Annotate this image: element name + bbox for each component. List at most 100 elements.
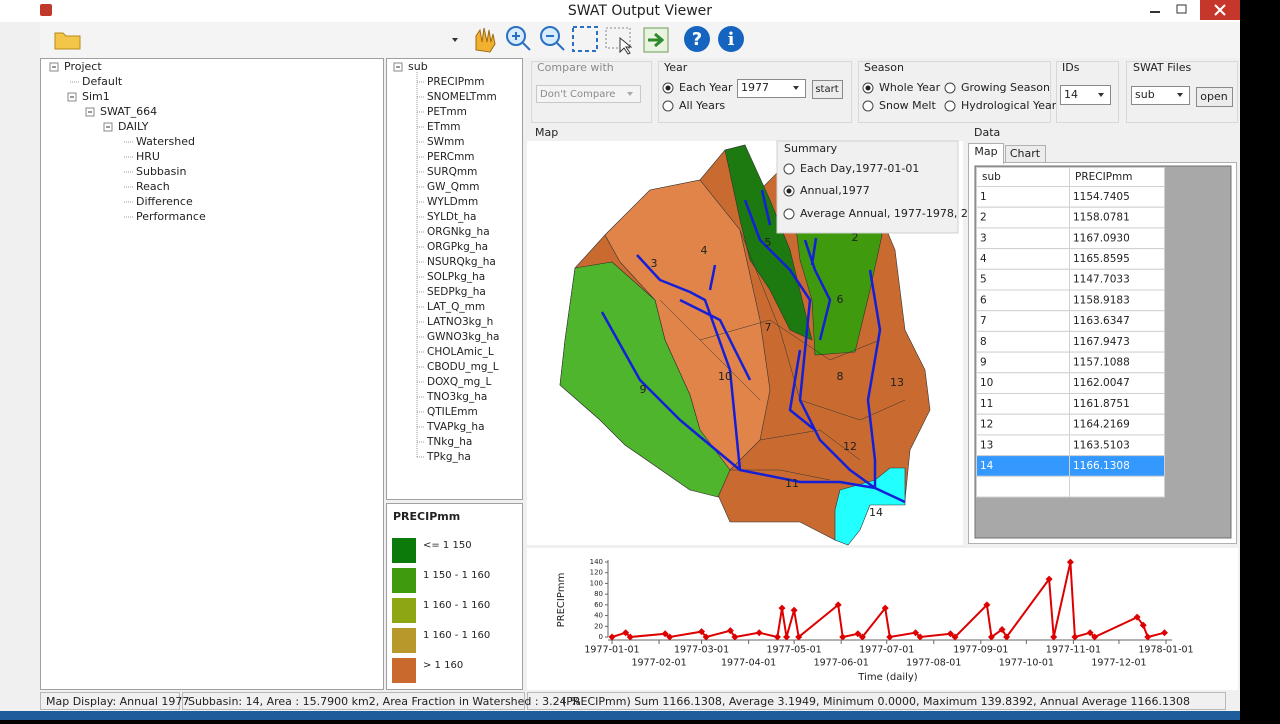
- variable-item[interactable]: ORGNkg_ha: [427, 226, 490, 238]
- table-cell[interactable]: [976, 330, 1070, 353]
- season-option[interactable]: Hydrological Year: [961, 99, 1057, 112]
- variable-item[interactable]: ETmm: [427, 121, 461, 133]
- variable-item[interactable]: GW_Qmm: [427, 181, 480, 193]
- legend-swatch: [392, 568, 416, 593]
- compare-select[interactable]: [536, 85, 641, 103]
- variable-item[interactable]: PRECIPmm: [427, 76, 484, 88]
- tree-item[interactable]: SWAT_664: [100, 105, 157, 118]
- variable-item[interactable]: LAT_Q_mm: [427, 301, 485, 313]
- table-cell-text: 1163.6347: [1073, 315, 1130, 327]
- season-option[interactable]: Growing Season: [961, 81, 1050, 94]
- summary-box: [776, 140, 959, 234]
- info-icon[interactable]: [718, 26, 744, 52]
- variable-item[interactable]: SYLDt_ha: [427, 211, 476, 223]
- tab-chart[interactable]: [1005, 145, 1046, 163]
- table-cell[interactable]: [976, 310, 1070, 332]
- help-icon[interactable]: [684, 26, 710, 52]
- restore[interactable]: [1176, 4, 1187, 14]
- select-cursor: [619, 36, 633, 55]
- tab-join: [969, 161, 1003, 164]
- variable-root[interactable]: sub: [408, 60, 428, 73]
- summary-option[interactable]: Each Day,1977-01-01: [800, 162, 919, 175]
- tree-item[interactable]: DAILY: [118, 120, 149, 133]
- tree-item[interactable]: Performance: [136, 210, 206, 223]
- year-option[interactable]: Each Year: [679, 81, 733, 94]
- variable-item[interactable]: QTILEmm: [427, 406, 478, 418]
- radio[interactable]: [783, 208, 795, 220]
- subbasin-selected[interactable]: [834, 467, 906, 546]
- tree-item[interactable]: Subbasin: [136, 165, 186, 178]
- radio[interactable]: [944, 100, 956, 112]
- x-tick-label: 1977-12-01: [1091, 658, 1146, 669]
- tree-item[interactable]: Difference: [136, 195, 193, 208]
- season-option[interactable]: Snow Melt: [879, 99, 936, 112]
- variable-item[interactable]: LATNO3kg_h: [427, 316, 493, 328]
- variable-item[interactable]: TVAPkg_ha: [426, 421, 485, 433]
- variable-item[interactable]: CBODU_mg_L: [427, 361, 499, 373]
- data-point: [1003, 633, 1011, 641]
- table-cell-text: 1165.8595: [1073, 253, 1130, 265]
- open-folder-icon[interactable]: [54, 32, 81, 50]
- table-cell[interactable]: [1069, 475, 1165, 498]
- pan-icon[interactable]: [475, 27, 496, 53]
- start-button[interactable]: [812, 80, 843, 99]
- table-cell[interactable]: [976, 227, 1070, 250]
- variable-item[interactable]: PETmm: [427, 106, 467, 118]
- table-cell[interactable]: [976, 268, 1070, 291]
- column-header: sub: [982, 171, 1001, 183]
- variable-item[interactable]: CHOLAmic_L: [427, 346, 494, 358]
- variable-item[interactable]: SEDPkg_ha: [427, 286, 486, 298]
- table-cell-text: 1158.9183: [1073, 294, 1130, 306]
- tree-item[interactable]: Watershed: [136, 135, 195, 148]
- table-cell[interactable]: [976, 475, 1070, 498]
- variable-item[interactable]: GWNO3kg_ha: [427, 331, 499, 343]
- tree-item[interactable]: Sim1: [82, 90, 110, 103]
- summary-option[interactable]: Annual,1977: [800, 184, 870, 197]
- variable-item[interactable]: WYLDmm: [427, 196, 478, 208]
- variable-item[interactable]: SWmm: [427, 136, 465, 148]
- season-option[interactable]: Whole Year: [879, 81, 941, 94]
- table-cell[interactable]: [976, 289, 1070, 312]
- variable-item[interactable]: TNO3kg_ha: [426, 391, 487, 403]
- zoom-extent-icon[interactable]: [572, 26, 598, 52]
- variable-item[interactable]: SOLPkg_ha: [427, 271, 485, 283]
- variable-item[interactable]: SNOMELTmm: [427, 91, 497, 103]
- variable-item[interactable]: TPkg_ha: [426, 451, 471, 463]
- year-select[interactable]: [737, 79, 806, 98]
- table-cell[interactable]: [976, 206, 1070, 229]
- year-option[interactable]: All Years: [679, 99, 725, 112]
- variable-item[interactable]: NSURQkg_ha: [427, 256, 496, 268]
- table-cell[interactable]: [976, 186, 1070, 208]
- subbasin[interactable]: [724, 144, 813, 341]
- variable-item[interactable]: SURQmm: [427, 166, 477, 178]
- start-label: start: [815, 84, 838, 95]
- open-button[interactable]: [1196, 87, 1233, 107]
- table-cell[interactable]: [976, 351, 1070, 374]
- subbasin[interactable]: [559, 261, 731, 498]
- tree-item[interactable]: Default: [82, 75, 123, 88]
- files-select[interactable]: [1131, 86, 1190, 105]
- variable-item[interactable]: DOXQ_mg_L: [427, 376, 492, 388]
- variable-item[interactable]: ORGPkg_ha: [427, 241, 488, 253]
- table-cell-text: 1166.1308: [1073, 460, 1130, 472]
- summary-option[interactable]: Average Annual, 1977-1978, 2 year: [800, 207, 996, 220]
- select-icon[interactable]: [605, 27, 631, 49]
- radio[interactable]: [783, 163, 795, 175]
- radio[interactable]: [662, 100, 674, 112]
- tree-item[interactable]: HRU: [136, 150, 160, 163]
- table-cell-text: 1167.0930: [1073, 232, 1130, 244]
- select-arrow: [1098, 93, 1104, 97]
- radio[interactable]: [862, 100, 874, 112]
- radio[interactable]: [944, 82, 956, 94]
- tree-item[interactable]: Project: [64, 60, 102, 73]
- ids-select[interactable]: [1060, 85, 1111, 105]
- variable-item[interactable]: PERCmm: [427, 151, 475, 163]
- path-combo[interactable]: [88, 30, 463, 50]
- table-cell[interactable]: [976, 248, 1070, 270]
- y-tick-label: 0: [599, 633, 603, 641]
- variable-item[interactable]: TNkg_ha: [426, 436, 472, 448]
- column-header: PRECIPmm: [1075, 171, 1132, 183]
- tree-item[interactable]: Reach: [136, 180, 170, 193]
- tab-label: Map: [974, 145, 997, 158]
- data-point: [1045, 575, 1053, 583]
